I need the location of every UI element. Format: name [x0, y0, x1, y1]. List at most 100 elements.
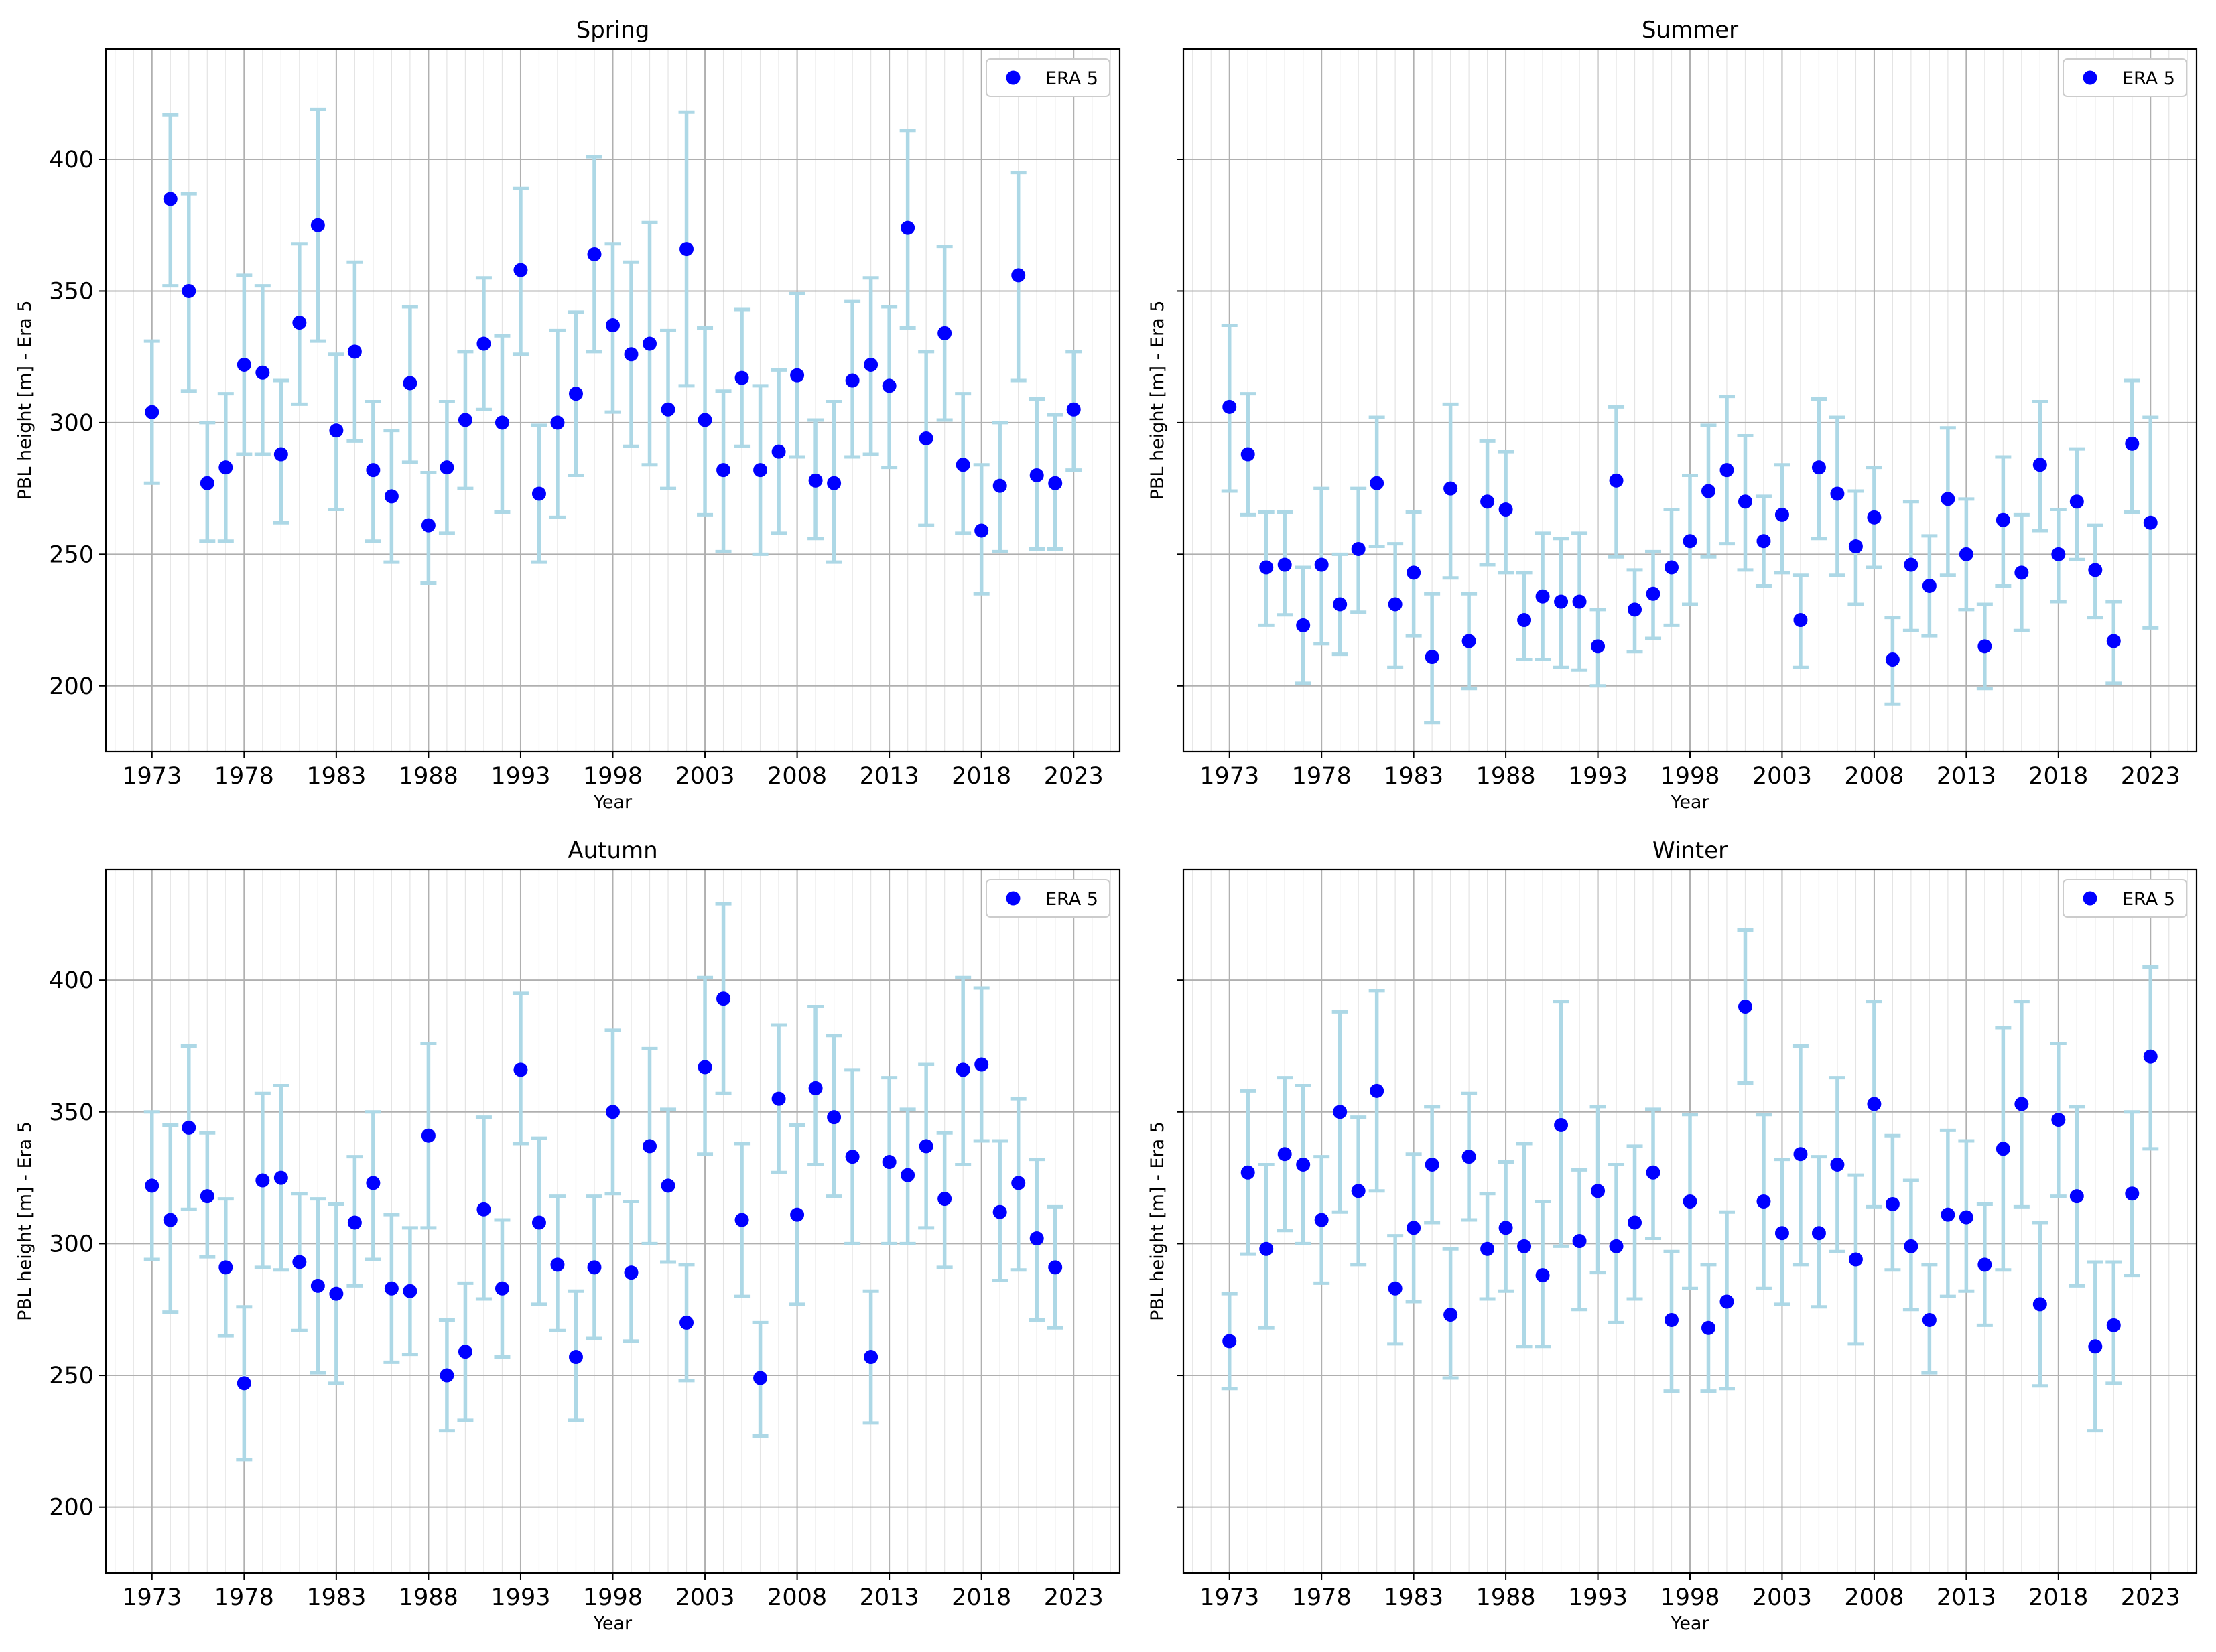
chart-title: Spring — [576, 17, 650, 44]
data-point — [1977, 1257, 1992, 1272]
data-point — [734, 1213, 749, 1227]
data-point — [845, 373, 860, 388]
chart-title: Summer — [1642, 17, 1738, 44]
data-point — [347, 344, 362, 359]
x-axis-label: Year — [1670, 792, 1709, 813]
data-point — [1646, 586, 1660, 601]
data-point — [1738, 999, 1752, 1014]
data-point — [2106, 634, 2121, 648]
legend-marker — [2083, 70, 2097, 85]
data-point — [956, 458, 970, 472]
data-point — [495, 415, 509, 430]
data-point — [643, 336, 657, 351]
data-point — [1756, 534, 1771, 549]
legend-marker — [1006, 891, 1021, 906]
series-era-5 — [1221, 324, 2159, 725]
x-tick-label: 2018 — [952, 763, 1011, 790]
x-tick-label: 1988 — [399, 1584, 458, 1611]
data-point — [273, 1170, 288, 1185]
x-tick-label: 1983 — [1384, 763, 1443, 790]
chart-panel-winter: 1973 1978 1983 1988 1993 1998 2003 2008 2013 2018… — [1147, 837, 2198, 1634]
data-point — [771, 444, 786, 459]
data-point — [1959, 1210, 1973, 1225]
data-point — [2106, 1318, 2121, 1332]
data-point — [2143, 515, 2158, 530]
data-point — [1628, 1215, 1642, 1230]
data-point — [421, 518, 436, 533]
data-point — [1867, 510, 1882, 525]
data-point — [1461, 634, 1476, 648]
data-point — [1048, 476, 1063, 490]
data-point — [1572, 594, 1587, 609]
chart-title: Autumn — [568, 837, 657, 864]
data-point — [661, 1178, 675, 1193]
data-point — [1296, 618, 1311, 632]
y-tick-label: 250 — [49, 541, 94, 568]
data-point — [1904, 557, 1918, 572]
data-point — [1738, 494, 1752, 509]
x-axis-label: Year — [593, 1613, 633, 1634]
data-point — [1277, 1147, 1292, 1162]
data-point — [716, 463, 731, 478]
y-tick-label: 350 — [49, 1099, 94, 1126]
y-tick-label: 400 — [49, 967, 94, 994]
data-point — [1774, 507, 1789, 522]
data-point — [1848, 539, 1863, 554]
data-point — [1572, 1233, 1587, 1248]
data-point — [1922, 1312, 1937, 1327]
data-point — [956, 1062, 970, 1077]
data-point — [864, 1350, 878, 1365]
data-point — [1296, 1157, 1311, 1172]
data-point — [1774, 1226, 1789, 1241]
data-point — [643, 1139, 657, 1154]
data-point — [1222, 399, 1237, 414]
data-point — [476, 336, 491, 351]
chart-panel-spring: 1973 1978 1983 1988 1993 1998 2003 2008 2013 2018… — [15, 17, 1121, 813]
data-point — [1011, 268, 1026, 283]
x-tick-label: 2008 — [1844, 1584, 1904, 1611]
axes-frame — [105, 868, 1121, 1574]
legend-label: ERA 5 — [2122, 68, 2175, 89]
data-point — [1719, 1294, 1734, 1309]
x-tick-label: 2013 — [1937, 763, 1996, 790]
data-point — [698, 1060, 712, 1075]
data-point — [901, 220, 915, 235]
data-point — [310, 1278, 325, 1293]
series-era-5 — [143, 902, 1063, 1462]
data-point — [384, 489, 399, 504]
y-tick-label: 200 — [49, 673, 94, 700]
data-point — [1066, 402, 1081, 417]
data-point — [1535, 589, 1550, 604]
data-point — [568, 387, 583, 401]
data-point — [2014, 1097, 2029, 1111]
data-point — [2088, 563, 2103, 577]
data-point — [919, 431, 933, 445]
data-point — [200, 476, 214, 490]
data-point — [513, 263, 528, 277]
x-tick-label: 2023 — [2121, 763, 2180, 790]
x-tick-label: 2023 — [1044, 763, 1104, 790]
data-point — [366, 463, 381, 478]
data-point — [1240, 447, 1255, 462]
data-point — [1333, 597, 1348, 612]
data-point — [2125, 1186, 2140, 1201]
legend-label: ERA 5 — [1045, 889, 1098, 910]
x-tick-label: 1978 — [1292, 763, 1352, 790]
grid — [1183, 49, 2197, 752]
data-point — [182, 283, 196, 298]
data-point — [458, 413, 472, 427]
data-point — [992, 478, 1007, 493]
series-era-5 — [1221, 928, 2159, 1433]
data-point — [661, 402, 675, 417]
data-point — [1333, 1105, 1348, 1119]
x-tick-label: 1973 — [1199, 1584, 1259, 1611]
x-tick-label: 1978 — [214, 1584, 274, 1611]
data-point — [200, 1189, 214, 1204]
x-tick-label: 1988 — [399, 763, 458, 790]
legend-label: ERA 5 — [2122, 889, 2175, 910]
data-point — [2014, 565, 2029, 580]
data-point — [550, 415, 565, 430]
data-point — [1517, 1239, 1532, 1253]
data-point — [403, 376, 417, 391]
data-point — [310, 218, 325, 232]
